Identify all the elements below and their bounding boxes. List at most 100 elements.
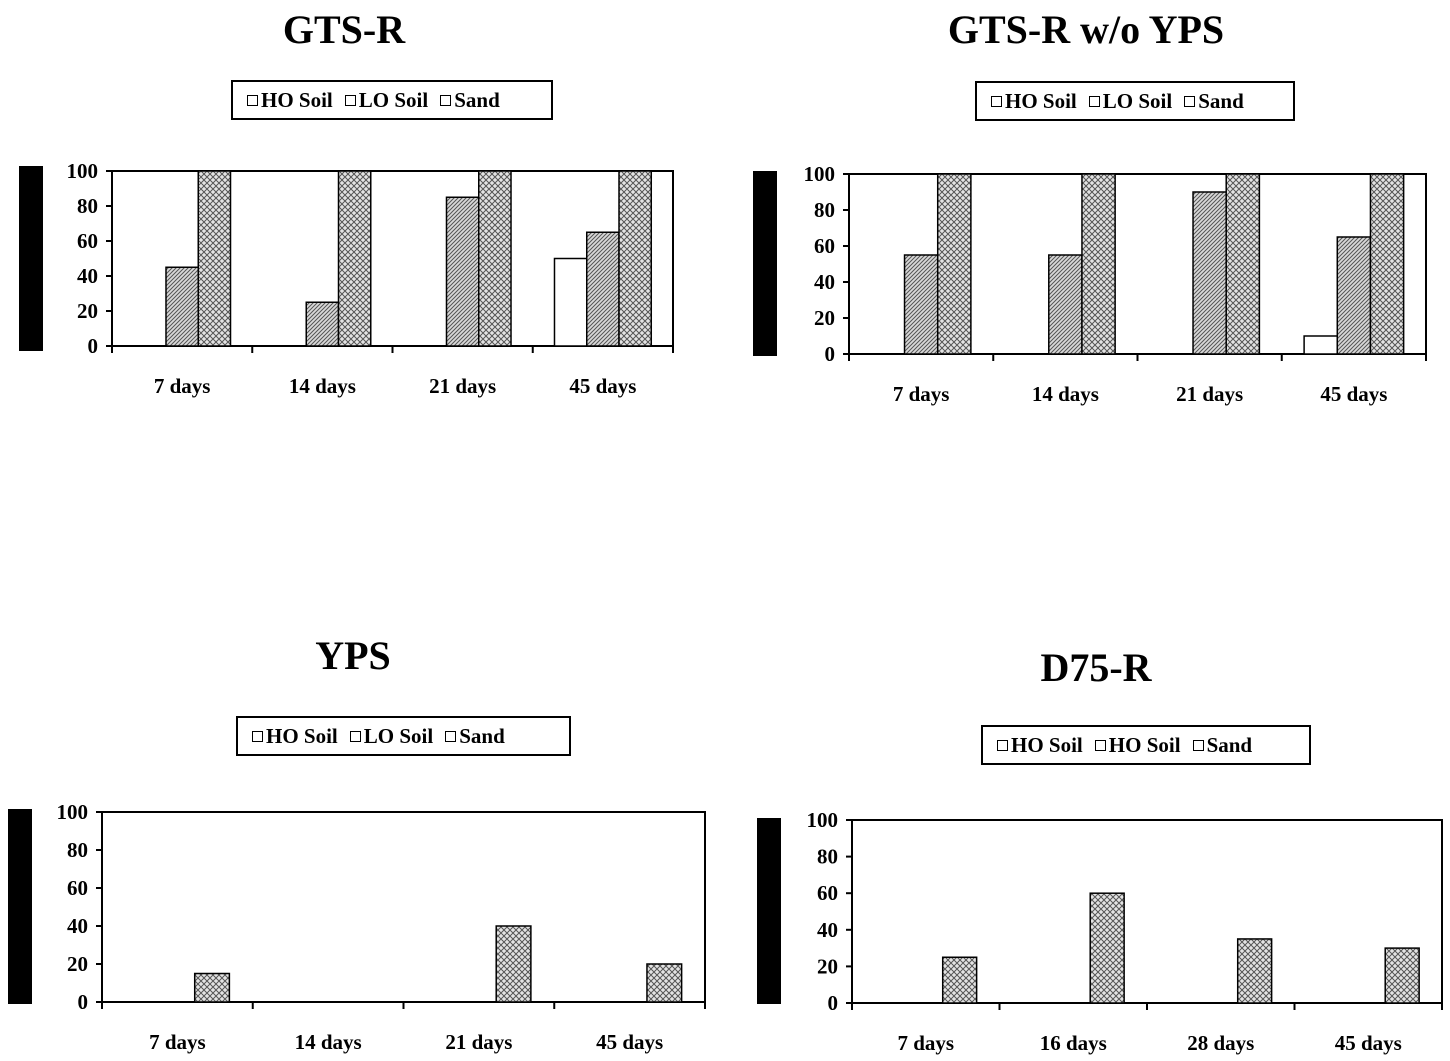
bar — [1081, 173, 1116, 355]
legend-swatch — [440, 94, 452, 106]
chart-title: GTS-R — [282, 7, 406, 52]
y-tick-label: 0 — [825, 342, 836, 366]
x-tick-label: 21 days — [429, 374, 496, 398]
y-axis-label-bar — [753, 171, 777, 356]
bar — [495, 925, 532, 1003]
legend-item: Sand — [440, 88, 500, 113]
legend-item: Sand — [1192, 732, 1253, 758]
bar — [193, 972, 231, 1003]
legend-swatch — [445, 730, 457, 742]
legend-item: Sand — [1184, 89, 1244, 114]
y-tick-label: 20 — [814, 306, 835, 330]
y-tick-label: 80 — [67, 838, 88, 862]
bar — [1369, 173, 1405, 355]
y-tick-label: 80 — [814, 198, 835, 222]
legend-item: HO Soil — [247, 88, 333, 113]
legend-label: Sand — [459, 723, 505, 748]
bar — [646, 963, 683, 1003]
legend-label: LO Soil — [363, 723, 434, 748]
y-axis-label-bar — [8, 809, 32, 1004]
legend-swatch — [991, 95, 1002, 107]
y-tick-label: 60 — [67, 876, 88, 900]
x-tick-label: 7 days — [893, 382, 950, 406]
x-tick-label: 28 days — [1187, 1031, 1254, 1055]
legend-label: LO Soil — [358, 87, 429, 112]
legend-item: LO Soil — [349, 723, 434, 749]
bar — [1225, 173, 1261, 355]
legend-swatch — [1184, 95, 1196, 107]
x-tick-label: 7 days — [149, 1030, 206, 1054]
bar — [1336, 236, 1372, 355]
y-tick-label: 40 — [814, 270, 835, 294]
x-tick-label: 14 days — [289, 374, 356, 398]
x-tick-label: 21 days — [1176, 382, 1243, 406]
legend-label: HO Soil — [1005, 88, 1077, 113]
bar — [445, 196, 480, 347]
x-tick-label: 14 days — [1032, 382, 1099, 406]
legend-label: HO Soil — [261, 87, 333, 112]
y-tick-label: 0 — [828, 991, 839, 1015]
y-tick-label: 100 — [807, 808, 839, 832]
legend-label: Sand — [1198, 88, 1244, 113]
bar — [1384, 947, 1420, 1004]
legend-swatch — [1094, 739, 1106, 751]
y-tick-label: 0 — [78, 990, 89, 1014]
legend-label: LO Soil — [1102, 88, 1173, 113]
bar — [197, 170, 232, 347]
legend-item: HO Soil — [1094, 733, 1181, 758]
legend-swatch — [344, 94, 356, 106]
y-axis-label-bar — [757, 818, 781, 1004]
legend-label: Sand — [1206, 732, 1253, 757]
bar — [903, 254, 939, 355]
bar — [585, 231, 620, 347]
y-tick-label: 80 — [817, 845, 838, 869]
y-tick-label: 0 — [88, 334, 99, 358]
legend-label: HO Soil — [1011, 732, 1083, 757]
x-tick-label: 45 days — [596, 1030, 663, 1054]
y-tick-label: 40 — [77, 264, 98, 288]
chart-title: YPS — [315, 633, 391, 678]
x-tick-label: 45 days — [1320, 382, 1387, 406]
bar — [553, 257, 588, 347]
chart-legend: HO Soil LO Soil Sand — [975, 81, 1295, 121]
bar — [337, 170, 372, 347]
x-tick-label: 7 days — [154, 374, 211, 398]
bar — [165, 266, 200, 347]
chart-legend: HO Soil LO Soil Sand — [231, 80, 553, 120]
legend-swatch — [1192, 739, 1204, 751]
legend-item: HO Soil — [997, 733, 1083, 758]
y-tick-label: 40 — [67, 914, 88, 938]
y-tick-label: 20 — [67, 952, 88, 976]
legend-swatch — [997, 739, 1008, 751]
legend-swatch — [349, 730, 361, 742]
x-tick-label: 21 days — [445, 1030, 512, 1054]
bar — [1089, 892, 1125, 1004]
x-tick-label: 7 days — [897, 1031, 954, 1055]
legend-swatch — [1088, 95, 1100, 107]
x-tick-label: 45 days — [569, 374, 636, 398]
bar — [936, 173, 972, 355]
legend-item: HO Soil — [252, 724, 338, 749]
x-tick-label: 16 days — [1040, 1031, 1107, 1055]
y-tick-label: 100 — [67, 159, 99, 183]
bar — [478, 170, 512, 347]
legend-item: Sand — [445, 724, 505, 749]
y-axis-label-bar — [19, 166, 43, 351]
y-tick-label: 60 — [77, 229, 98, 253]
legend-item: HO Soil — [991, 89, 1077, 114]
y-tick-label: 20 — [77, 299, 98, 323]
y-tick-label: 80 — [77, 194, 98, 218]
y-tick-label: 100 — [57, 800, 89, 824]
chart-title: GTS-R w/o YPS — [947, 7, 1225, 52]
legend-item: LO Soil — [1088, 88, 1173, 114]
x-tick-label: 45 days — [1335, 1031, 1402, 1055]
bar — [941, 956, 978, 1004]
legend-swatch — [247, 94, 258, 106]
y-tick-label: 40 — [817, 918, 838, 942]
y-tick-label: 100 — [804, 162, 836, 186]
bar — [1048, 254, 1083, 355]
x-tick-label: 14 days — [295, 1030, 362, 1054]
